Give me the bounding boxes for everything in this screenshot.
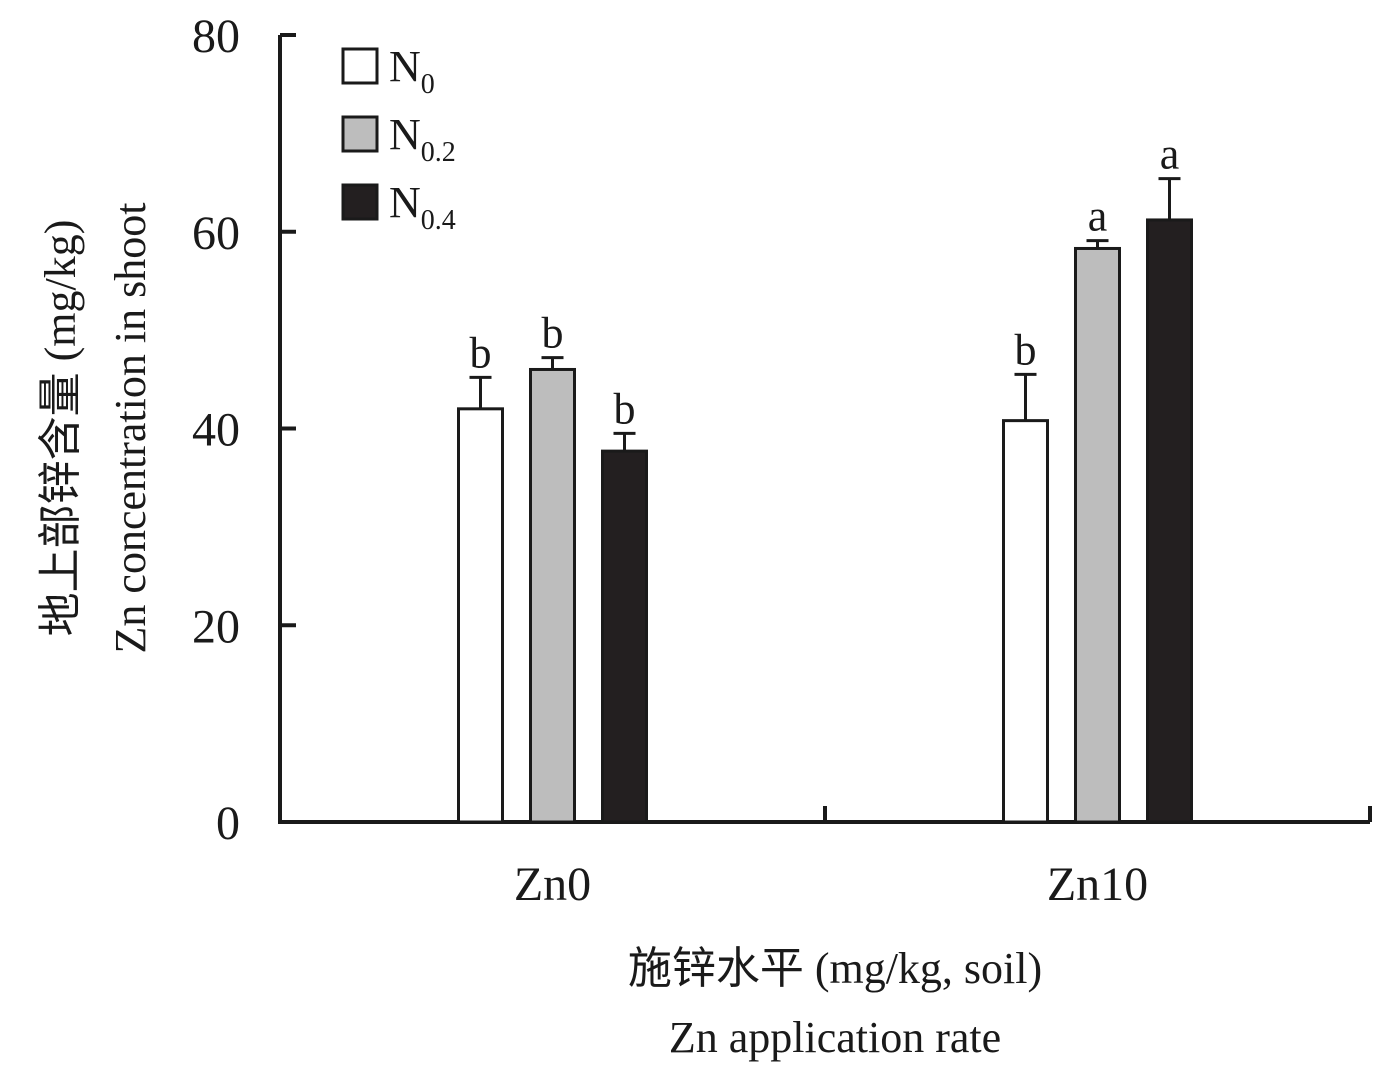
significance-letter: b — [1015, 325, 1037, 374]
legend-label-subscript: 0.4 — [421, 205, 456, 236]
legend-swatch — [341, 115, 379, 153]
x-axis-label-en: Zn application rate — [669, 1013, 1001, 1062]
legend-label: N0.4 — [389, 178, 456, 236]
legend-swatch — [341, 183, 379, 221]
significance-letter: b — [542, 309, 564, 358]
significance-letter: b — [470, 328, 492, 377]
bars: b b b b a a — [457, 130, 1193, 824]
legend-swatch — [341, 47, 379, 85]
y-axis-label-cn: 地上部锌含量 (mg/kg) — [36, 220, 85, 637]
legend-label-subscript: 0.2 — [421, 137, 456, 168]
y-tick-label: 0 — [216, 797, 240, 850]
bar — [1002, 419, 1049, 824]
legend-label-subscript: 0 — [421, 69, 435, 100]
y-tick-label: 60 — [192, 207, 240, 260]
bar — [529, 367, 576, 824]
axes: 0 20 40 60 80 Zn0 Zn10 — [192, 10, 1372, 911]
x-tick-label: Zn0 — [514, 858, 591, 911]
legend-label: N0 — [389, 42, 435, 100]
y-tick-label: 20 — [192, 600, 240, 653]
x-tick-label: Zn10 — [1047, 858, 1148, 911]
x-axis-label-cn: 施锌水平 (mg/kg, soil) — [628, 944, 1042, 993]
significance-letter: a — [1160, 130, 1180, 179]
legend-label: N0.2 — [389, 110, 456, 168]
y-tick-label: 40 — [192, 404, 240, 457]
bar — [457, 407, 504, 824]
significance-letter: b — [614, 384, 636, 433]
bar — [1074, 246, 1121, 824]
y-tick-label: 80 — [192, 10, 240, 63]
legend: N0 N0.2 N0.4 — [341, 42, 456, 236]
bar — [1146, 218, 1193, 824]
bar — [601, 449, 648, 824]
y-axis-label-en: Zn concentration in shoot — [106, 203, 155, 654]
significance-letter: a — [1088, 192, 1108, 241]
